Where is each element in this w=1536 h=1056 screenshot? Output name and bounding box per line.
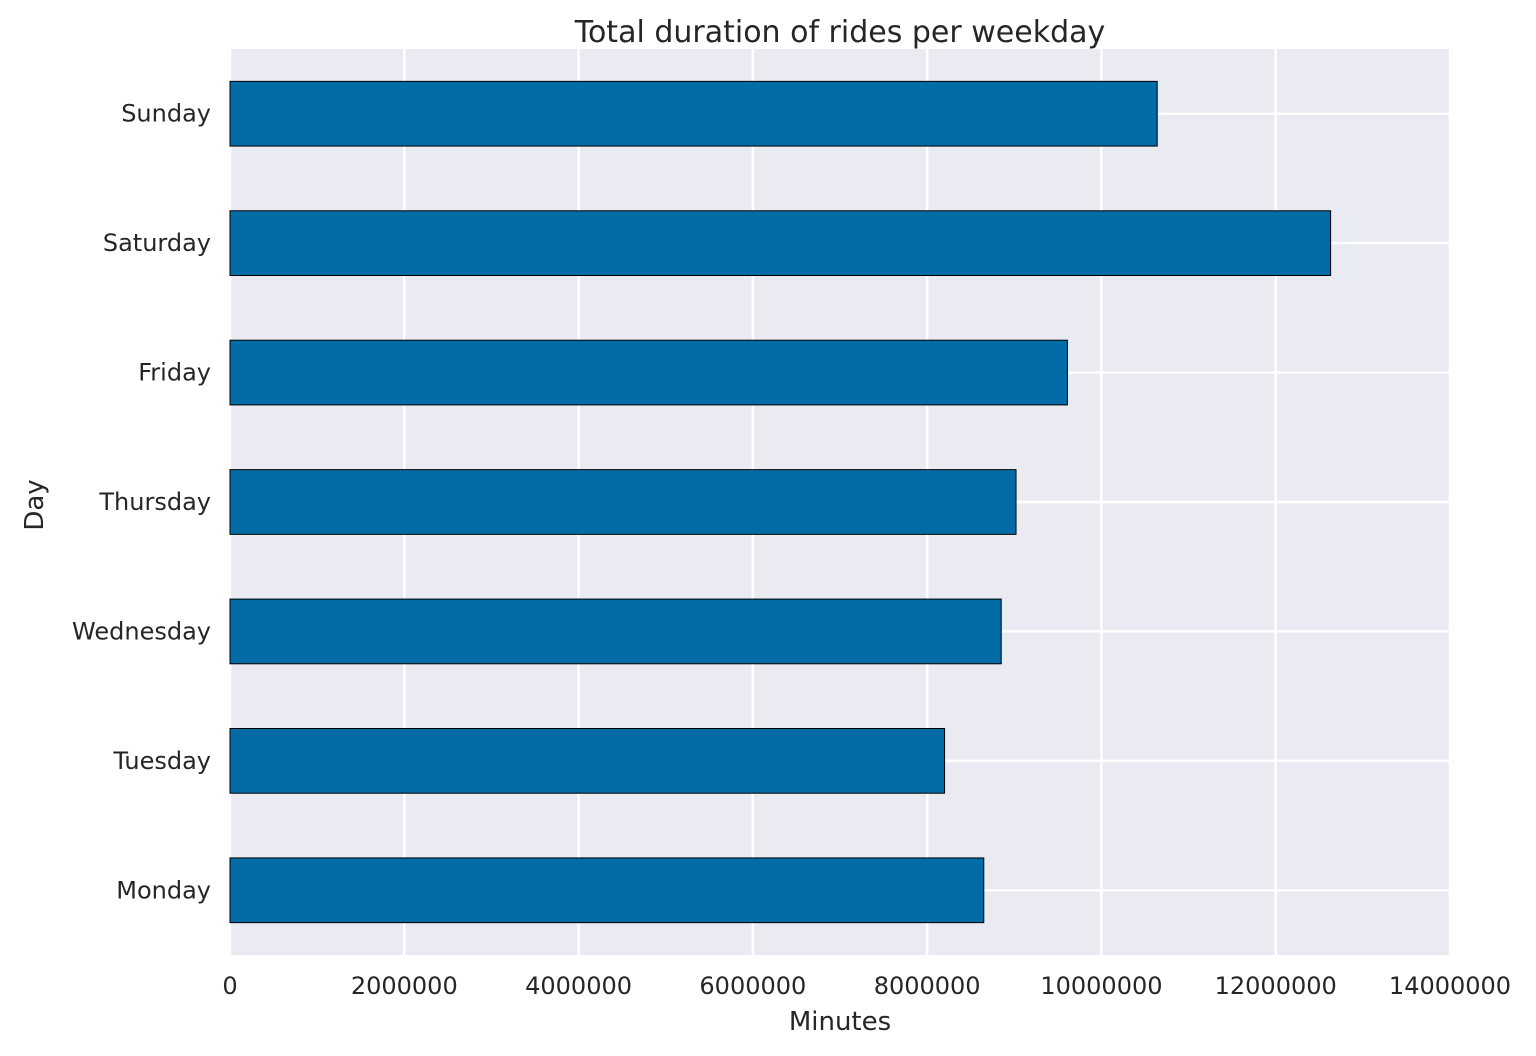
y-tick-label-tuesday: Tuesday bbox=[112, 747, 211, 775]
y-tick-label-wednesday: Wednesday bbox=[72, 617, 211, 645]
x-tick-label-2: 4000000 bbox=[525, 972, 632, 1000]
bar-wednesday bbox=[229, 598, 1002, 665]
x-tick-label-1: 2000000 bbox=[351, 972, 458, 1000]
x-tick-label-3: 6000000 bbox=[699, 972, 806, 1000]
y-tick-labels: Monday Tuesday Wednesday Thursday Friday Satu… bbox=[72, 100, 211, 905]
y-axis-label: Day bbox=[20, 479, 50, 530]
x-tick-label-6: 12000000 bbox=[1215, 972, 1337, 1000]
bar-tuesday bbox=[229, 728, 946, 794]
x-tick-label-7: 14000000 bbox=[1389, 972, 1511, 1000]
y-tick-label-monday: Monday bbox=[116, 876, 211, 904]
y-tick-label-saturday: Saturday bbox=[103, 229, 211, 257]
bar-saturday bbox=[229, 210, 1332, 277]
bar-thursday bbox=[229, 469, 1017, 535]
bar-sunday bbox=[229, 80, 1158, 147]
y-tick-label-sunday: Sunday bbox=[121, 100, 211, 128]
x-tick-label-4: 8000000 bbox=[874, 972, 981, 1000]
bars bbox=[229, 80, 1332, 924]
x-tick-labels: 0 2000000 4000000 6000000 8000000 10000000 120… bbox=[222, 972, 1511, 1000]
x-tick-label-5: 10000000 bbox=[1040, 972, 1162, 1000]
bar-friday bbox=[229, 339, 1068, 406]
y-tick-label-thursday: Thursday bbox=[98, 488, 211, 516]
chart-title: Total duration of rides per weekday bbox=[574, 15, 1106, 50]
x-tick-label-0: 0 bbox=[222, 972, 237, 1000]
x-axis-label: Minutes bbox=[789, 1007, 891, 1037]
y-tick-label-friday: Friday bbox=[138, 359, 211, 387]
bar-monday bbox=[229, 857, 985, 924]
